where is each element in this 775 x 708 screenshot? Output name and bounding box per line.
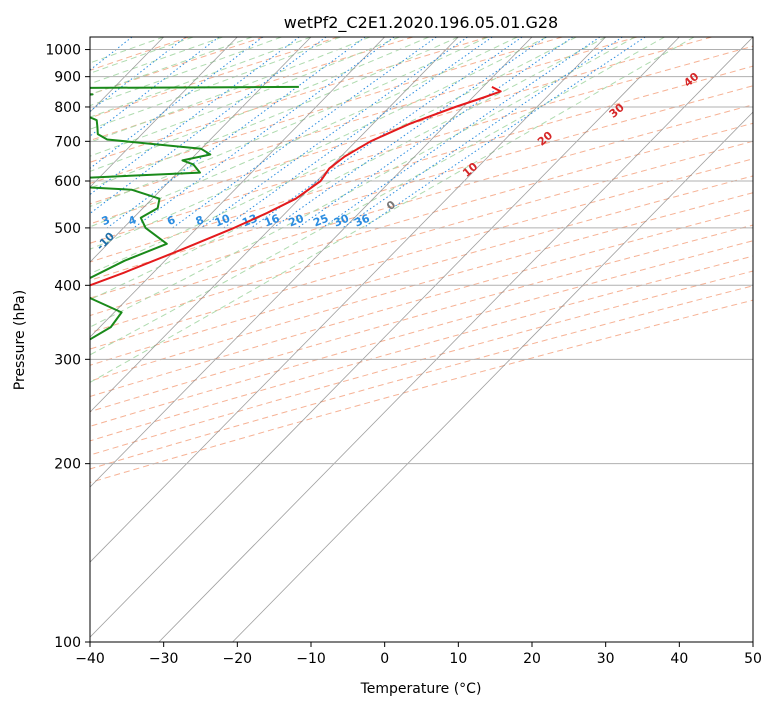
dry-adiabat xyxy=(90,208,753,398)
x-tick-label: 10 xyxy=(449,651,467,667)
y-tick-label: 800 xyxy=(54,100,81,116)
mixing-ratio-label: 8 xyxy=(194,213,206,228)
y-tick-label: 900 xyxy=(54,70,81,86)
temperature-profile xyxy=(90,86,502,287)
mixing-ratio-line xyxy=(133,37,395,229)
dry-adiabat xyxy=(90,37,563,184)
moist-adiabat xyxy=(90,37,636,328)
isotherm xyxy=(158,37,753,642)
dry-adiabat xyxy=(90,85,753,281)
mixing-ratio-line xyxy=(90,37,264,169)
dry-adiabat xyxy=(90,192,753,382)
dry-adiabat xyxy=(90,104,753,299)
y-tick-label: 200 xyxy=(54,457,81,473)
y-axis: 100 200 300 400 500 600 700 800 900 1000 xyxy=(45,43,90,651)
plot-frame xyxy=(89,36,754,643)
x-tick-label: −30 xyxy=(149,651,179,667)
x-tick-label: 20 xyxy=(523,651,541,667)
mixing-ratio-line xyxy=(90,37,327,215)
moist-adiabat xyxy=(90,37,606,301)
moist-adiabat xyxy=(90,37,547,250)
x-tick-label: −20 xyxy=(223,651,253,667)
mixing-ratio-line xyxy=(106,37,366,229)
y-tick-label: 1000 xyxy=(45,43,81,59)
y-tick-label: 400 xyxy=(54,278,81,294)
mixing-ratio-line xyxy=(363,37,646,229)
mixing-ratio-label: 16 xyxy=(262,212,281,230)
x-tick-label: 50 xyxy=(744,651,762,667)
x-tick-label: −10 xyxy=(296,651,326,667)
moist-adiabat xyxy=(90,37,695,383)
isotherm xyxy=(90,37,459,413)
x-axis: −40 −30 −20 −10 0 10 20 30 40 50 xyxy=(75,642,762,667)
y-tick-label: 300 xyxy=(54,352,81,368)
mixing-ratio-line xyxy=(321,37,601,229)
dry-adiabat xyxy=(90,175,753,366)
y-tick-label: 700 xyxy=(54,134,81,150)
mixing-ratio-line xyxy=(342,37,623,229)
isotherm xyxy=(232,111,753,642)
isotherm xyxy=(90,37,238,188)
mixing-ratio-line xyxy=(223,37,493,229)
mixing-ratio-label: 36 xyxy=(353,212,372,230)
dry-adiabat xyxy=(90,37,712,225)
dewpoint-profile xyxy=(90,85,299,341)
mixing-ratio-line xyxy=(200,37,468,229)
mixing-ratio-line xyxy=(90,37,220,137)
x-axis-label: Temperature (°C) xyxy=(360,681,482,697)
mixing-ratio-label: 30 xyxy=(332,212,351,230)
moist-adiabat xyxy=(90,37,665,356)
mixing-ratio-label: 3 xyxy=(100,213,112,228)
isotherm xyxy=(90,37,533,488)
y-tick-label: 100 xyxy=(54,635,81,651)
x-tick-label: 30 xyxy=(597,651,615,667)
mixing-ratio-line xyxy=(297,37,574,229)
dry-adiabat xyxy=(90,299,753,484)
x-tick-label: 40 xyxy=(670,651,688,667)
y-tick-label: 600 xyxy=(54,174,81,190)
isotherm xyxy=(90,37,680,638)
mixing-ratio-label: 10 xyxy=(213,212,232,230)
chart-title: wetPf2_C2E1.2020.196.05.01.G28 xyxy=(284,13,558,33)
mixing-ratio-label: 25 xyxy=(311,212,330,230)
dry-adiabat xyxy=(90,158,753,350)
x-tick-label: −40 xyxy=(75,651,105,667)
mixing-ratio-line xyxy=(90,37,300,196)
background-lines-layer xyxy=(90,37,753,642)
isotherm xyxy=(90,37,606,563)
dry-adiabat xyxy=(90,37,638,205)
mixing-ratio-line xyxy=(250,37,523,229)
dry-adiabat xyxy=(90,37,414,141)
x-tick-label: 0 xyxy=(380,651,389,667)
y-axis-label: Pressure (hPa) xyxy=(12,290,28,390)
isotherm xyxy=(90,37,385,338)
mixing-ratio-label: 20 xyxy=(287,212,306,230)
isotherm xyxy=(90,37,312,263)
y-tick-label: 500 xyxy=(54,221,81,237)
profile-series-layer xyxy=(90,85,502,341)
